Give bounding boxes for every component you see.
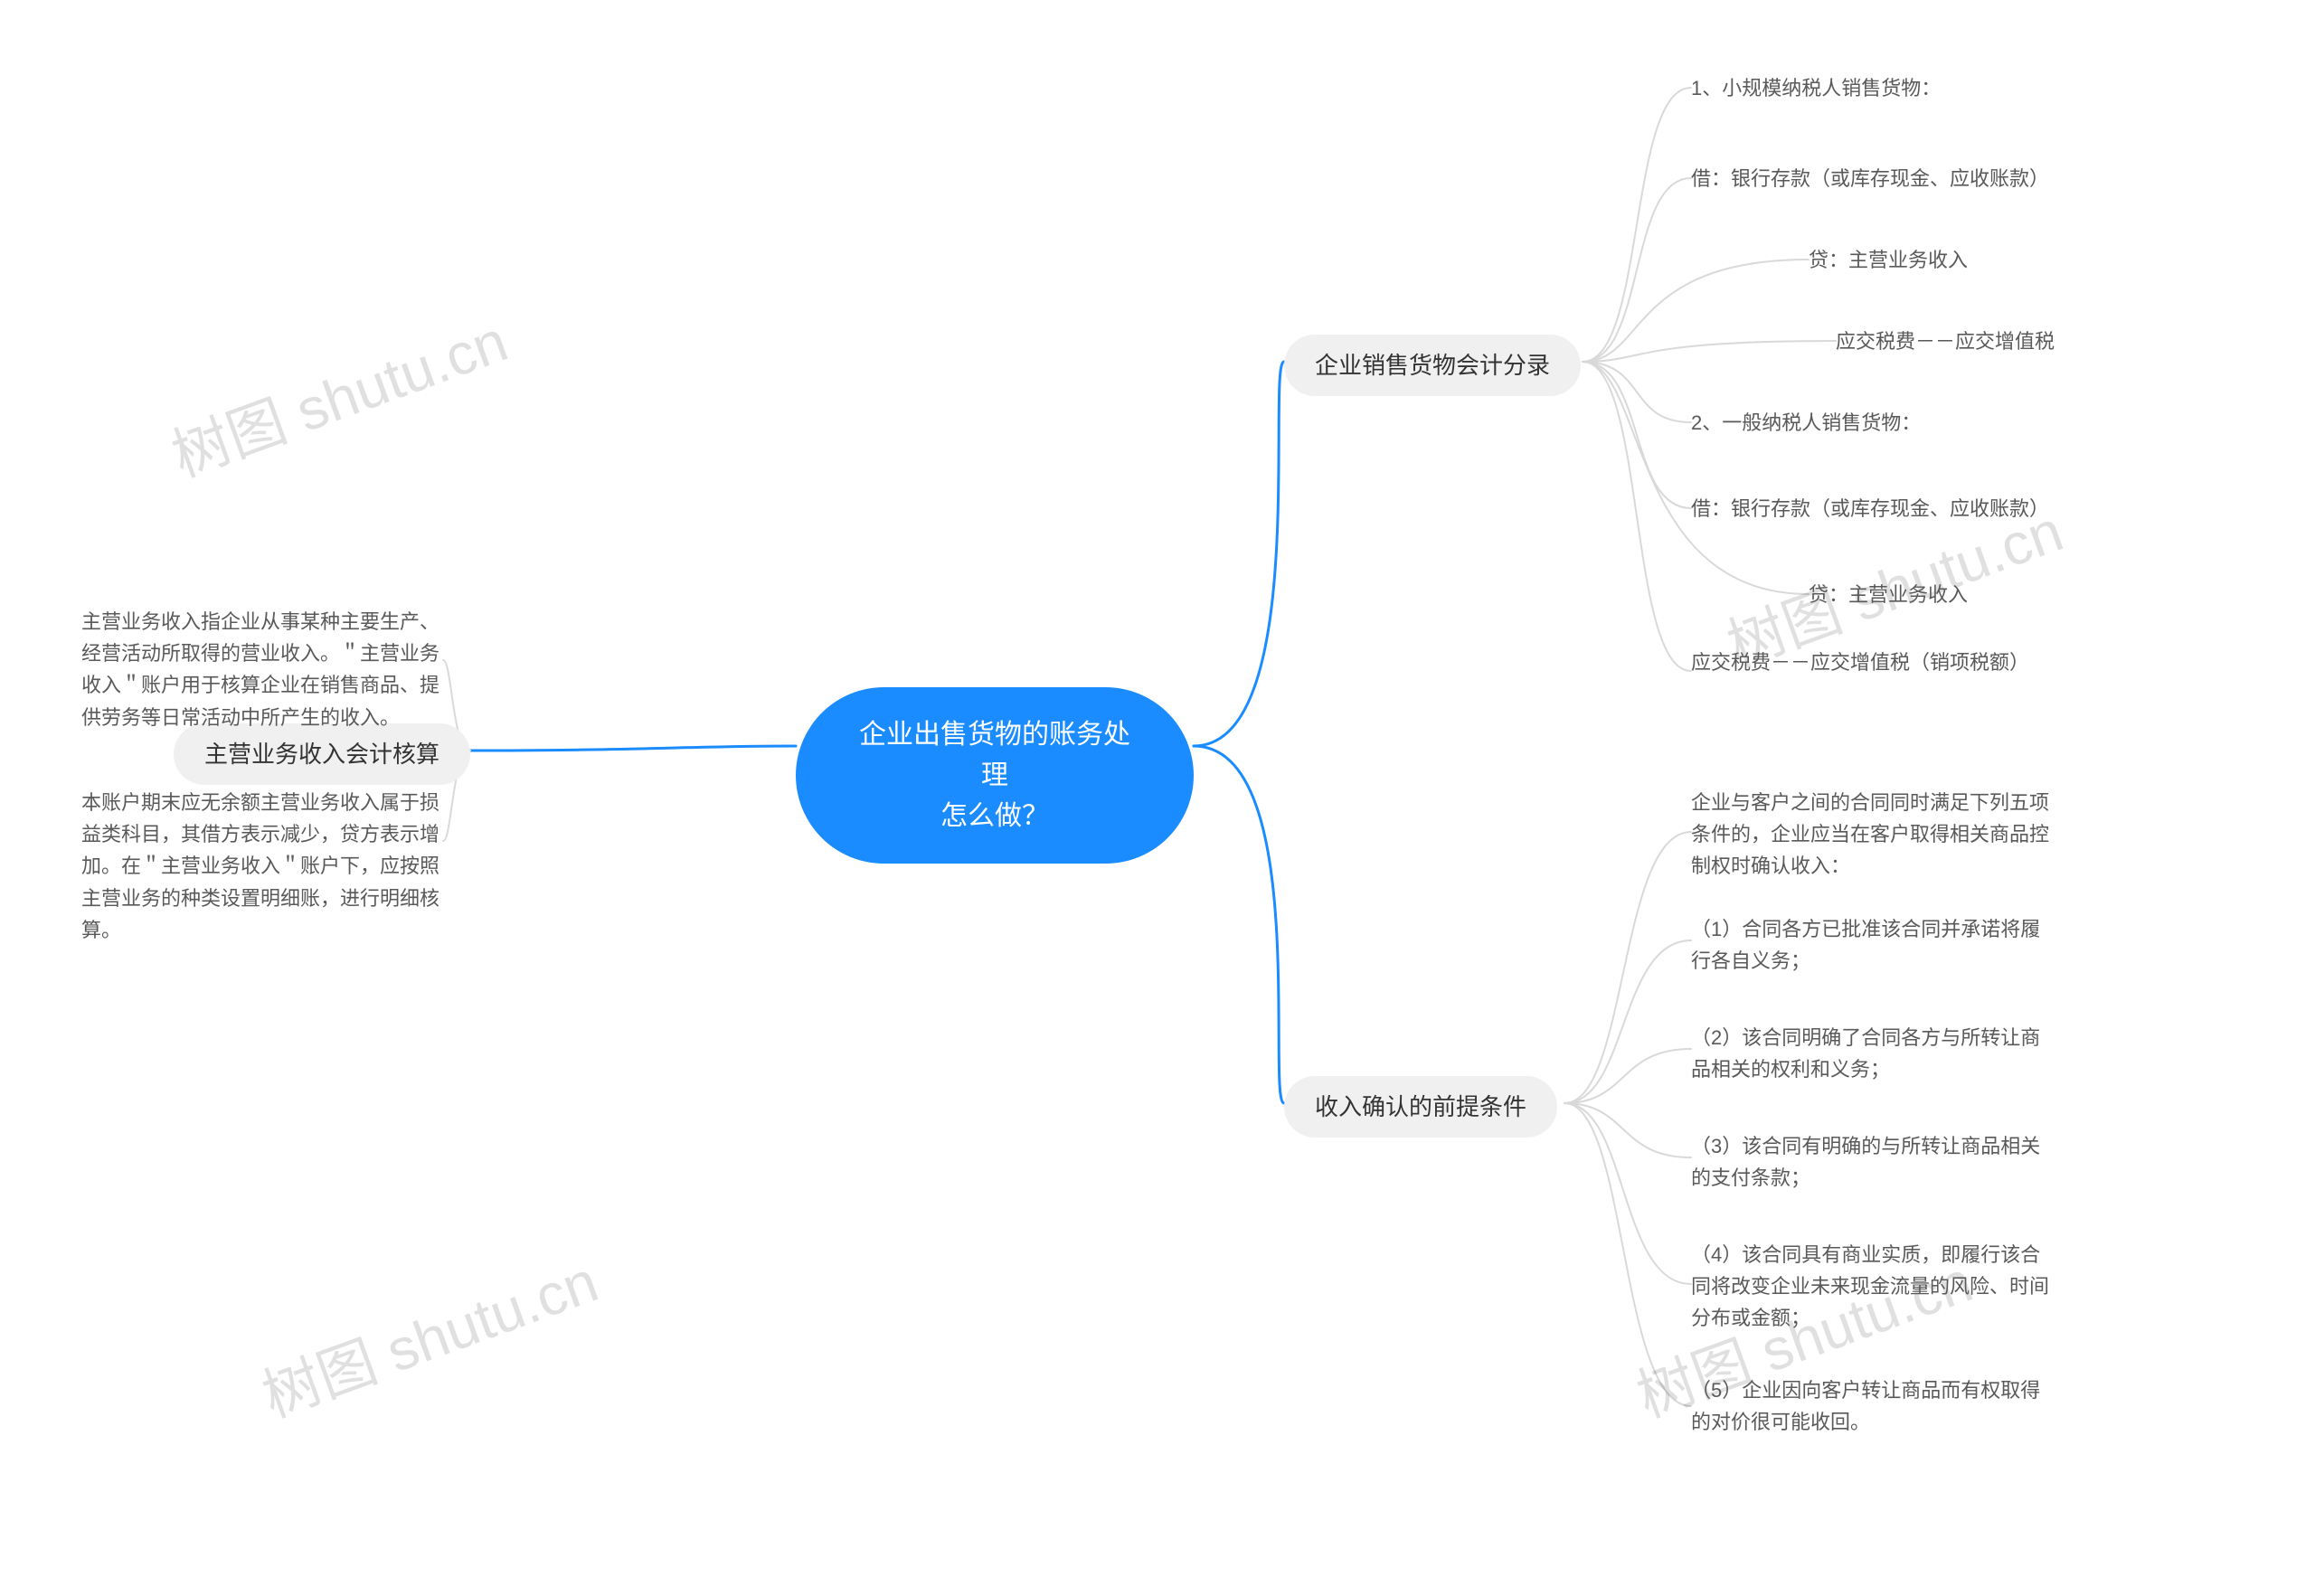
leaf-node: 借：银行存款（或库存现金、应收账款）	[1691, 163, 2053, 194]
leaf-node: 借：银行存款（或库存现金、应收账款）	[1691, 493, 2053, 524]
leaf-node: 主营业务收入指企业从事某种主要生产、经营活动所取得的营业收入。＂主营业务收入＂账…	[81, 606, 443, 733]
watermark-text: 树图 shutu.cn	[159, 295, 517, 493]
leaf-node: （4）该合同具有商业实质，即履行该合同将改变企业未来现金流量的风险、时间分布或金…	[1691, 1239, 2053, 1335]
leaf-node: 贷：主营业务收入	[1809, 579, 2080, 610]
right-branch-node: 收入确认的前提条件	[1284, 1076, 1557, 1138]
leaf-node: （5）企业因向客户转让商品而有权取得的对价很可能收回。	[1691, 1374, 2053, 1438]
leaf-node: 2、一般纳税人销售货物：	[1691, 407, 2053, 439]
leaf-node: （1）合同各方已批准该合同并承诺将履行各自义务；	[1691, 913, 2053, 977]
leaf-node: 应交税费－－应交增值税（销项税额）	[1691, 647, 2053, 678]
leaf-node: 贷：主营业务收入	[1809, 244, 2080, 276]
watermark-text: 树图 shutu.cn	[250, 1235, 608, 1433]
leaf-node: 本账户期末应无余额主营业务收入属于损益类科目，其借方表示减少，贷方表示增加。在＂…	[81, 787, 443, 946]
left-branch-label: 主营业务收入会计核算	[204, 741, 439, 768]
leaf-node: （2）该合同明确了合同各方与所转让商品相关的权利和义务；	[1691, 1022, 2053, 1085]
right-branch-node: 企业销售货物会计分录	[1284, 335, 1581, 396]
leaf-node: 1、小规模纳税人销售货物：	[1691, 72, 2053, 104]
root-node: 企业出售货物的账务处理 怎么做？	[796, 687, 1194, 864]
leaf-node: （3）该合同有明确的与所转让商品相关的支付条款；	[1691, 1130, 2053, 1194]
root-label-line2: 怎么做？	[940, 801, 1049, 831]
leaf-node: 企业与客户之间的合同同时满足下列五项条件的，企业应当在客户取得相关商品控制权时确…	[1691, 787, 2053, 883]
root-label-line1: 企业出售货物的账务处理	[859, 720, 1130, 790]
leaf-node: 应交税费－－应交增值税	[1836, 326, 2161, 357]
